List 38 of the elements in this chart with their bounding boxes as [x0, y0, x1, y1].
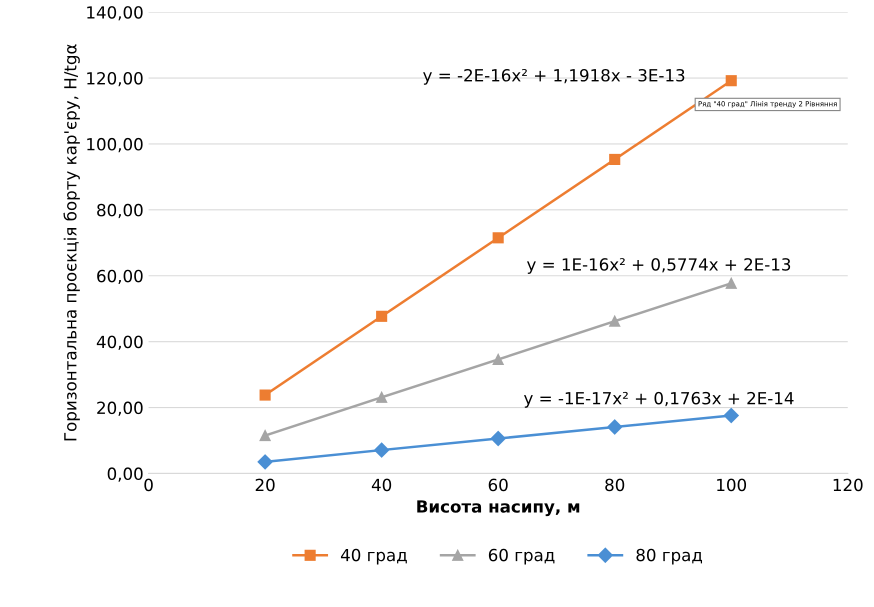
point	[609, 154, 620, 165]
x-tick-label: 120	[834, 478, 863, 492]
x-axis-title: Висота насипу, м	[417, 500, 580, 516]
x-tick-label: 60	[488, 478, 508, 492]
y-tick-label: 100,00	[87, 138, 143, 152]
point	[607, 419, 622, 435]
point	[724, 408, 739, 424]
point	[258, 454, 273, 470]
point	[260, 430, 271, 442]
point	[260, 389, 271, 401]
point	[726, 75, 737, 86]
y-tick-label: 60,00	[97, 270, 143, 284]
legend-label: 60 град	[488, 548, 554, 565]
y-tick-label: 40,00	[96, 336, 143, 350]
x-tick-label: 40	[372, 478, 392, 492]
y-tick-label: 80,00	[97, 204, 143, 218]
y-tick-label: 20,00	[97, 402, 143, 416]
y-tick-label: 120,00	[87, 72, 143, 86]
point	[374, 442, 390, 458]
point	[492, 232, 504, 244]
point	[376, 310, 388, 322]
point	[726, 278, 737, 289]
legend-label: 80 град	[636, 548, 702, 565]
point	[490, 430, 506, 446]
annotation: y = 1E-16x² + 0,5774x + 2E-13	[527, 258, 790, 274]
x-tick-label: 0	[144, 478, 153, 492]
point	[376, 392, 388, 403]
annotation: y = -1E-17x² + 0,1763x + 2E-14	[524, 392, 794, 408]
annotation: y = -2E-16x² + 1,1918x - 3E-13	[423, 68, 684, 85]
point	[492, 354, 504, 366]
y-axis-title: Горизонтальна проєкція борту кар'єру, H/tgα	[63, 44, 80, 440]
x-tick-label: 100	[717, 478, 746, 492]
y-tick-label: 140,00	[87, 6, 143, 20]
x-tick-label: 80	[605, 478, 624, 492]
point	[609, 316, 620, 327]
legend-label: 40 град	[340, 548, 407, 565]
y-tick-label: 0,00	[108, 467, 143, 482]
x-tick-label: 20	[256, 478, 275, 492]
